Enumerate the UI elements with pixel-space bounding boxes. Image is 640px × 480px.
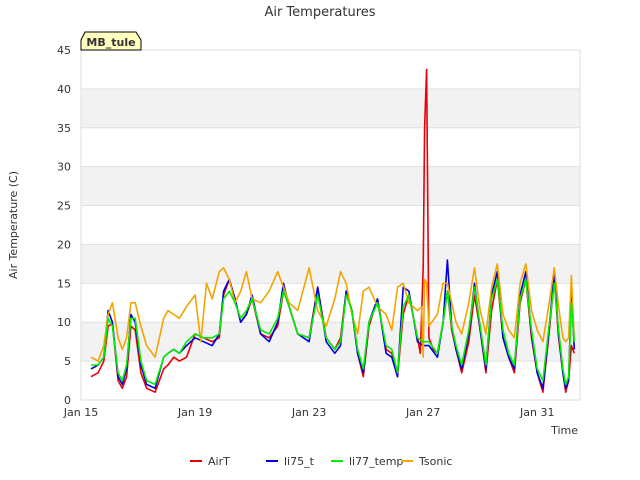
legend-item-li75-t: li75_t: [266, 455, 315, 468]
chart-title: Air Temperatures: [264, 5, 375, 20]
x-axis-label: Time: [550, 424, 578, 437]
y-tick-label: 35: [57, 122, 71, 135]
grid-band: [81, 166, 580, 206]
x-tick-label: Jan 23: [291, 406, 326, 419]
y-tick-label: 20: [57, 238, 71, 251]
grid-band: [81, 322, 580, 362]
y-axis-label: Air Temperature (C): [7, 171, 20, 279]
y-tick-label: 25: [57, 200, 71, 213]
series-line-li77-temp: [91, 278, 576, 386]
site-badge-shape: [80, 31, 142, 51]
x-tick-label: Jan 27: [405, 406, 440, 419]
y-tick-label: 15: [57, 277, 71, 290]
legend: AirT li75_t li77_temp Tsonic: [190, 455, 452, 468]
y-tick-label: 40: [57, 83, 71, 96]
y-tick-label: 45: [57, 44, 71, 57]
y-tick-label: 30: [57, 161, 71, 174]
y-tick-label: 5: [64, 355, 71, 368]
legend-label: li75_t: [284, 455, 315, 468]
y-axis-ticks: 0 5 10 15 20 25 30 35 40 45: [57, 44, 71, 407]
site-badge-label: MB_tule: [86, 36, 135, 49]
legend-item-li77-temp: li77_temp: [331, 455, 403, 468]
y-tick-label: 10: [57, 316, 71, 329]
site-badge: MB_tule: [80, 31, 142, 51]
legend-item-tsonic: Tsonic: [401, 455, 452, 468]
x-axis-ticks: Jan 15 Jan 19 Jan 23 Jan 27 Jan 31: [63, 406, 555, 419]
legend-label: li77_temp: [349, 455, 403, 468]
series-layer: [90, 68, 576, 394]
legend-label: AirT: [208, 455, 230, 468]
x-tick-label: Jan 19: [177, 406, 212, 419]
legend-item-airt: AirT: [190, 455, 230, 468]
legend-label: Tsonic: [418, 455, 452, 468]
grid-band: [81, 244, 580, 284]
x-tick-label: Jan 15: [63, 406, 98, 419]
grid-band: [81, 88, 580, 128]
plot-frame: [80, 49, 581, 401]
y-tick-label: 0: [64, 394, 71, 407]
x-tick-label: Jan 31: [519, 406, 554, 419]
series-line-tsonic: [90, 263, 576, 362]
